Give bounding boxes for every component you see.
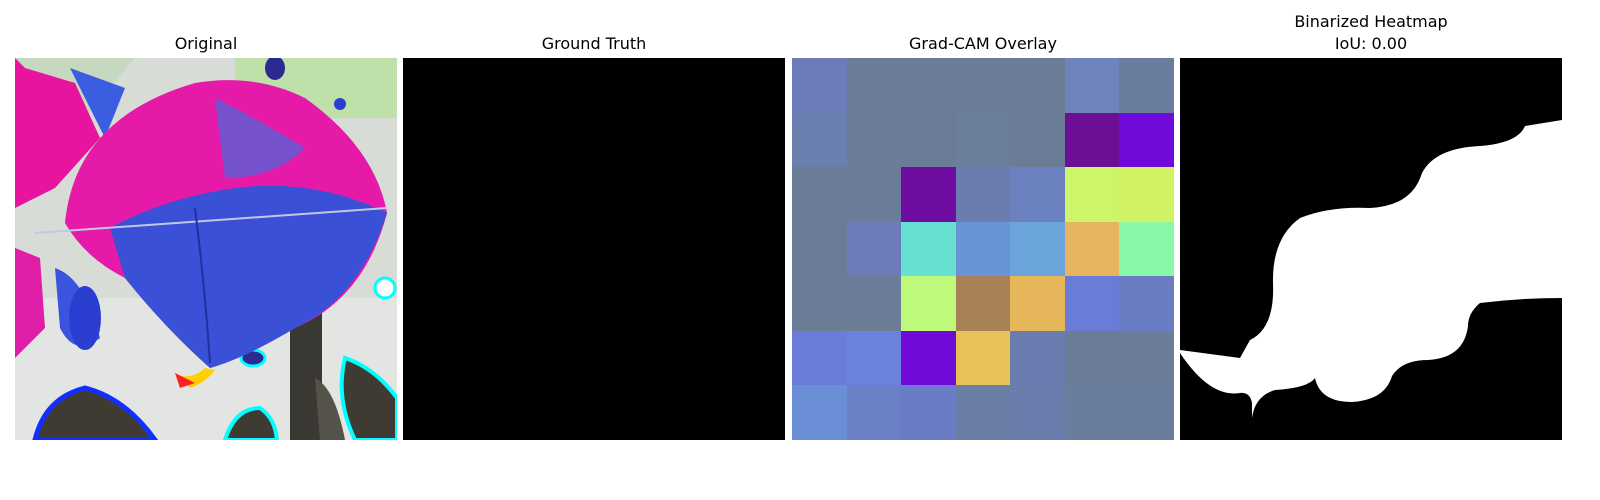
binarized-title: Binarized Heatmap <box>1294 12 1448 31</box>
gradcam-cell <box>1119 58 1174 113</box>
iou-label: IoU: 0.00 <box>1334 34 1408 53</box>
gradcam-cell <box>1065 58 1119 113</box>
gradcam-cell <box>792 222 847 276</box>
gradcam-cell <box>1010 276 1065 331</box>
gradcam-cell <box>1119 222 1174 276</box>
gradcam-cell <box>1065 113 1119 167</box>
gradcam-cell <box>901 331 956 385</box>
gradcam-cell <box>956 167 1010 222</box>
gradcam-cell <box>956 222 1010 276</box>
gradcam-cell <box>792 385 847 440</box>
gradcam-cell <box>847 385 901 440</box>
gradcam-overlay <box>792 58 1174 440</box>
gradcam-cell <box>1010 113 1065 167</box>
gradcam-panel <box>792 58 1174 440</box>
gradcam-cell <box>847 222 901 276</box>
gradcam-cell <box>1065 276 1119 331</box>
gradcam-cell <box>847 167 901 222</box>
original-image <box>15 58 397 440</box>
gradcam-cell <box>1119 113 1174 167</box>
ground-truth-panel <box>403 58 785 440</box>
gradcam-cell <box>792 276 847 331</box>
binarized-heatmap <box>1180 58 1562 440</box>
binarized-panel <box>1180 58 1562 440</box>
gradcam-cell <box>1119 276 1174 331</box>
gradcam-cell <box>1010 385 1065 440</box>
gradcam-cell <box>1119 167 1174 222</box>
ground-truth-mask <box>403 58 785 440</box>
gradcam-cell <box>847 113 901 167</box>
gradcam-cell <box>1065 167 1119 222</box>
gradcam-cell <box>956 58 1010 113</box>
original-panel <box>15 58 397 440</box>
gradcam-cell <box>901 113 956 167</box>
original-title: Original <box>174 34 238 53</box>
gradcam-cell <box>901 276 956 331</box>
gradcam-cell <box>847 331 901 385</box>
gradcam-cell <box>1010 167 1065 222</box>
gradcam-cell <box>1119 385 1174 440</box>
gradcam-cell <box>792 331 847 385</box>
gradcam-cell <box>792 167 847 222</box>
gradcam-cell <box>901 385 956 440</box>
gradcam-cell <box>847 276 901 331</box>
gradcam-cell <box>847 58 901 113</box>
gradcam-cell <box>901 222 956 276</box>
gradcam-cell <box>901 58 956 113</box>
gradcam-cell <box>956 385 1010 440</box>
gradcam-cell <box>792 58 847 113</box>
gradcam-cell <box>1065 331 1119 385</box>
gradcam-title: Grad-CAM Overlay <box>909 34 1057 53</box>
gradcam-cell <box>792 113 847 167</box>
gradcam-cell <box>1065 222 1119 276</box>
gradcam-cell <box>1010 331 1065 385</box>
gradcam-cell <box>1119 331 1174 385</box>
gradcam-cell <box>956 276 1010 331</box>
gradcam-cell <box>1010 222 1065 276</box>
ground-truth-title: Ground Truth <box>541 34 647 53</box>
gradcam-cell <box>956 113 1010 167</box>
gradcam-cell <box>1010 58 1065 113</box>
gradcam-cell <box>1065 385 1119 440</box>
gradcam-cell <box>956 331 1010 385</box>
gradcam-cell <box>901 167 956 222</box>
